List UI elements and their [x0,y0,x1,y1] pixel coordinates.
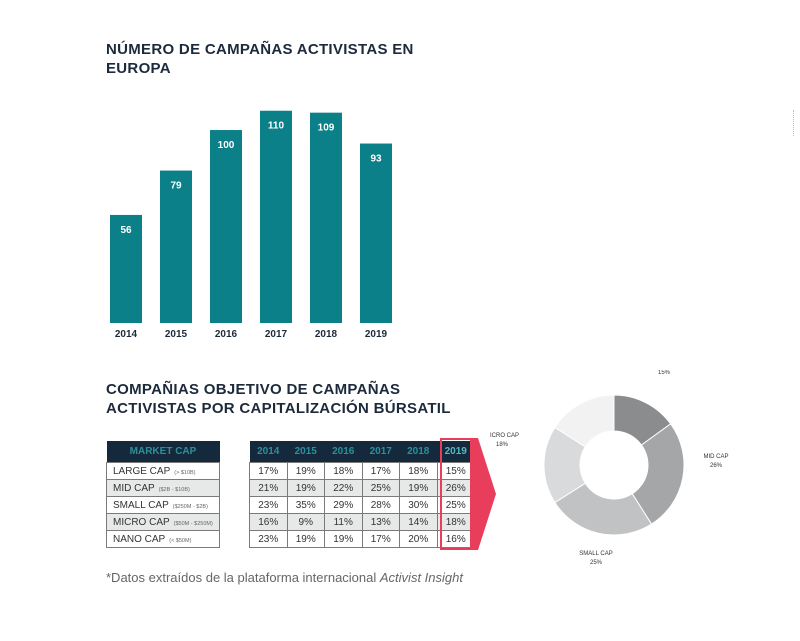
highlight-arrow-icon [472,438,496,550]
x-tick-label: 2014 [115,329,138,340]
table-title: COMPAÑIAS OBJETIVO DE CAMPAÑAS ACTIVISTA… [106,381,451,417]
footnote: *Datos extraídos de la plataforma intern… [106,570,463,585]
table-cell: 23% [249,530,288,548]
row-range: (< $50M) [169,537,192,544]
donut-slice [631,423,685,525]
donut-slice [554,394,615,448]
x-tick-label: 2018 [315,329,338,340]
table-cell: 28% [361,496,400,514]
bar [110,214,142,323]
market-cap-row: LARGE CAP (> $10B) [106,462,220,480]
x-tick-label: 2016 [215,329,238,340]
table-cell: 29% [324,496,363,514]
slice-value-label: 18% [496,442,509,448]
slice-value-label: 26% [710,463,723,469]
market-cap-row: NANO CAP (< $50M) [106,530,220,548]
page-edge-mark [793,110,800,136]
table-cell: 19% [399,479,438,497]
row-range: ($250M - $2B) [172,503,208,510]
row-label: NANO CAP [113,533,166,545]
table-cell: 14% [399,513,438,531]
table-row: 21% 19% 22% 25% 19% 26% [249,479,475,497]
table-cell: 22% [324,479,363,497]
highlight-2019-box [440,438,472,550]
table-cell: 16% [249,513,288,531]
table-cell: 16% [436,530,475,548]
footnote-source: Activist Insight [379,570,463,585]
row-label: SMALL CAP [113,499,169,511]
slice-label: MID CAP [703,454,728,460]
row-range: ($2B - $10B) [158,486,190,493]
table-row: 23% 35% 29% 28% 30% 25% [249,496,475,514]
x-tick-label: 2017 [265,329,288,340]
table-cell: 11% [324,513,363,531]
x-tick-label: 2015 [165,329,188,340]
bar-value-label: 79 [170,181,182,192]
bar-value-label: 110 [268,121,285,132]
bar [360,143,392,323]
table-row: 17% 19% 18% 17% 18% 15% [249,462,475,480]
market-cap-header: MARKET CAP [106,441,220,463]
row-range: ($50M - $250M) [173,520,213,527]
bar-value-label: 109 [318,123,335,134]
bar [210,130,242,323]
row-range: (> $10B) [174,469,196,476]
table-cell: 30% [399,496,438,514]
bar [310,112,342,323]
year-header: 2014 [249,441,287,463]
table-cell: 25% [436,496,475,514]
table-cell: 19% [324,530,363,548]
table-cell: 25% [361,479,400,497]
table-cell: 19% [286,530,325,548]
bar-value-label: 93 [370,154,382,165]
year-header-highlighted: 2019 [437,441,475,463]
bar [160,170,192,323]
bar-value-label: 56 [120,225,132,236]
table-cell: 17% [361,462,400,480]
donut-slice [554,482,653,536]
row-label: LARGE CAP [113,465,171,477]
slice-value-label: 15% [658,370,671,376]
slice-value-label: 16% [554,370,567,372]
row-label: MICRO CAP [113,516,170,528]
table-cell: 21% [249,479,288,497]
x-tick-label: 2019 [365,329,388,340]
table-cell: 20% [399,530,438,548]
bar-chart-title: NÚMERO DE CAMPAÑAS ACTIVISTAS EN EUROPA [106,41,414,77]
table-cell: 19% [286,479,325,497]
arrow-shape [472,438,496,550]
table-cell: 9% [286,513,325,531]
slice-label: MICRO CAP [490,433,519,439]
table-cell: 18% [436,513,475,531]
market-cap-row: MICRO CAP ($50M - $250M) [106,513,220,531]
table-cell: 17% [361,530,400,548]
year-header: 2018 [399,441,437,463]
slice-value-label: 25% [590,560,603,566]
year-header: 2017 [362,441,400,463]
bar-value-label: 100 [218,140,235,151]
market-cap-row: SMALL CAP ($250M - $2B) [106,496,220,514]
percent-table: 2014 2015 2016 2017 2018 2019 17% 19% 18… [249,441,475,548]
slice-label: SMALL CAP [579,551,612,557]
market-cap-row: MID CAP ($2B - $10B) [106,479,220,497]
market-cap-table: MARKET CAP LARGE CAP (> $10B) MID CAP ($2B… [106,441,220,548]
table-row: 23% 19% 19% 17% 20% 16% [249,530,475,548]
row-label: MID CAP [113,482,155,494]
table-cell: 26% [436,479,475,497]
year-header: 2016 [324,441,362,463]
table-cell: 19% [286,462,325,480]
table-cell: 18% [399,462,438,480]
table-row: 16% 9% 11% 13% 14% 18% [249,513,475,531]
bar-chart: 56 2014 79 2015 100 2016 110 2017 109 2018 93 2019 [110,110,392,340]
year-header: 2015 [287,441,325,463]
footnote-text: *Datos extraídos de la plataforma intern… [106,570,380,585]
table-cell: 13% [361,513,400,531]
bar [260,110,292,323]
table-cell: 17% [249,462,288,480]
table-cell: 23% [249,496,288,514]
table-cell: 35% [286,496,325,514]
table-cell: 18% [324,462,363,480]
